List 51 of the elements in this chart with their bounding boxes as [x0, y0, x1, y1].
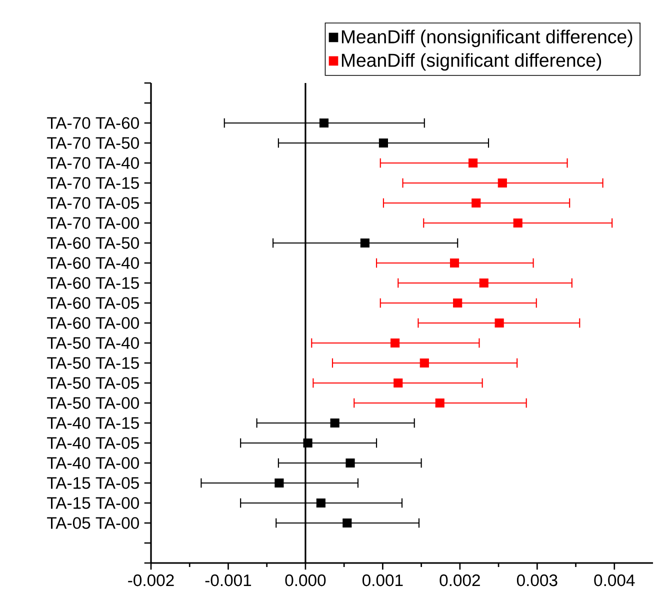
point	[450, 258, 460, 268]
y-tick-label: TA-05 TA-00	[47, 517, 139, 529]
y-tick-label: TA-60 TA-15	[47, 277, 139, 289]
y-tick-label: TA-40 TA-15	[47, 417, 139, 429]
point	[494, 318, 504, 328]
point	[303, 438, 312, 448]
point	[274, 478, 284, 488]
point	[378, 138, 388, 148]
y-tick-label: TA-40 TA-05	[47, 437, 139, 449]
y-tick-label: TA-70 TA-60	[47, 117, 139, 129]
x-tick-label: 0.003	[516, 574, 558, 586]
x-tick-label: 0.004	[594, 574, 635, 586]
y-tick-label: TA-50 TA-15	[47, 357, 139, 369]
x-tick-label: 0.002	[440, 574, 480, 586]
y-tick-label: TA-60 TA-05	[47, 297, 139, 309]
point	[330, 418, 340, 428]
x-tick-label: -0.001	[205, 574, 252, 586]
y-tick-label: TA-50 TA-40	[47, 337, 139, 349]
y-tick-label: TA-70 TA-15	[47, 177, 139, 189]
y-tick-label: TA-60 TA-50	[47, 237, 139, 249]
y-tick-label: TA-50 TA-00	[47, 397, 139, 409]
y-tick-label: TA-60 TA-00	[47, 317, 139, 329]
y-tick-label: TA-50 TA-05	[47, 377, 139, 389]
point	[498, 178, 507, 188]
point	[346, 458, 355, 468]
point	[316, 498, 326, 508]
point	[453, 298, 462, 308]
y-tick-label: TA-15 TA-05	[47, 477, 139, 489]
point	[420, 358, 429, 368]
x-tick-label: 0.001	[362, 574, 403, 586]
point	[394, 378, 403, 388]
y-tick-label: TA-70 TA-40	[47, 157, 139, 169]
x-tick-label: 0.000	[285, 574, 326, 586]
point	[472, 198, 481, 208]
legend-label: MeanDiff (nonsignificant difference)	[342, 30, 632, 48]
y-tick-label: TA-70 TA-50	[47, 137, 139, 149]
point	[468, 158, 478, 168]
point	[360, 238, 370, 248]
point	[513, 218, 522, 228]
point	[390, 338, 400, 348]
y-tick-label: TA-70 TA-00	[47, 217, 139, 229]
y-tick-label: TA-70 TA-05	[47, 197, 139, 209]
point	[435, 398, 444, 408]
point	[319, 118, 329, 128]
point	[479, 278, 488, 288]
legend-label: MeanDiff (significant difference)	[342, 53, 602, 71]
y-tick-label: TA-40 TA-00	[47, 457, 139, 469]
y-tick-label: TA-15 TA-00	[47, 497, 139, 509]
y-tick-label: TA-60 TA-40	[47, 257, 139, 269]
point	[342, 518, 352, 528]
x-tick-label: -0.002	[128, 574, 174, 586]
